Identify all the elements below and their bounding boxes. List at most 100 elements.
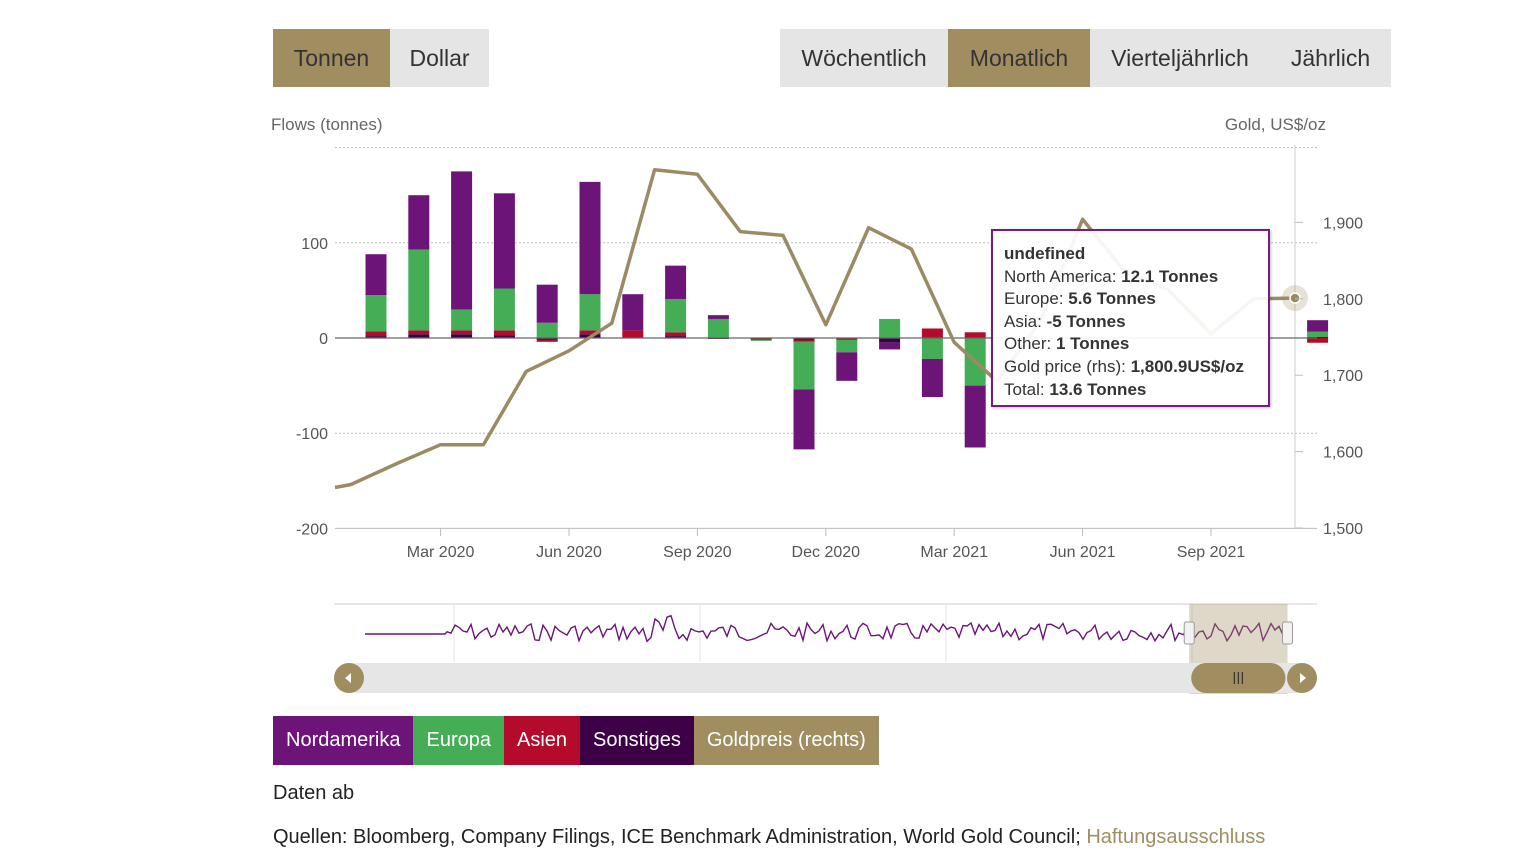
x-tick-label: Sep 2021 <box>1177 544 1246 561</box>
x-tick-label: Mar 2020 <box>407 544 475 561</box>
legend-item-gold-price[interactable]: Goldpreis (rechts) <box>693 716 879 765</box>
bar-segment[interactable] <box>921 328 943 338</box>
bar-segment[interactable] <box>665 332 687 337</box>
right-axis-ticks: 1,900 1,800 1,700 1,600 1,500 <box>1295 215 1363 538</box>
bar-segment[interactable] <box>793 389 815 450</box>
arrow-left-icon <box>345 673 351 683</box>
bar-segment[interactable] <box>408 195 430 250</box>
bar-segment[interactable] <box>879 338 901 343</box>
bar-segment[interactable] <box>579 330 601 335</box>
bar-segment[interactable] <box>365 336 387 338</box>
bar-segment[interactable] <box>493 330 515 336</box>
bar-segment[interactable] <box>622 330 644 338</box>
legend-item-north-america[interactable]: Nordamerika <box>273 716 414 765</box>
sources-text: Quellen: Bloomberg, Company Filings, ICE… <box>273 826 1087 848</box>
bar-segment[interactable] <box>408 249 430 331</box>
left-tick-label: -100 <box>296 426 328 443</box>
weekly-button[interactable]: Wöchentlich <box>780 29 948 87</box>
legend-item-europe[interactable]: Europa <box>413 716 504 765</box>
bar-segment[interactable] <box>665 336 687 338</box>
x-axis-ticks: Mar 2020 Jun 2020 Sep 2020 Dec 2020 Mar 2021… <box>407 528 1246 561</box>
monthly-button[interactable]: Monatlich <box>948 29 1090 87</box>
bar-segment[interactable] <box>964 332 986 338</box>
navigator-grid <box>453 604 1193 662</box>
quarterly-button[interactable]: Vierteljährlich <box>1090 29 1270 87</box>
bar-segment[interactable] <box>365 254 387 296</box>
yearly-button[interactable]: Jährlich <box>1270 29 1391 87</box>
bar-segment[interactable] <box>493 335 515 338</box>
x-tick-label: Mar 2021 <box>920 544 988 561</box>
grip-icon <box>1233 672 1243 684</box>
x-tick-label: Jun 2021 <box>1050 544 1116 561</box>
bar-segment[interactable] <box>451 330 473 335</box>
right-tick-label: 1,900 <box>1323 215 1363 232</box>
bar-segment[interactable] <box>493 288 515 331</box>
right-tick-label: 1,500 <box>1323 521 1363 538</box>
bar-segment[interactable] <box>665 265 687 299</box>
navigator-series-line <box>365 614 1284 644</box>
bar-segment[interactable] <box>836 352 858 381</box>
legend-item-asia[interactable]: Asien <box>503 716 581 765</box>
arrow-right-icon <box>1300 673 1306 683</box>
bar-segment[interactable] <box>1307 331 1329 338</box>
bar-segment[interactable] <box>836 339 858 353</box>
bar-segment[interactable] <box>665 298 687 333</box>
tooltip-row: Gold price (rhs): 1,800.9US$/oz <box>1004 356 1244 376</box>
bar-segment[interactable] <box>921 338 943 359</box>
right-tick-label: 1,800 <box>1323 292 1363 309</box>
scrollbar-track[interactable] <box>334 663 1317 693</box>
tooltip-title: undefined <box>1004 244 1086 263</box>
bar-segment[interactable] <box>408 334 430 338</box>
left-axis-title: Flows (tonnes) <box>271 115 382 134</box>
bar-segment[interactable] <box>879 342 901 350</box>
x-tick-label: Dec 2020 <box>792 544 861 561</box>
highlight-point[interactable] <box>1282 285 1308 312</box>
right-tick-label: 1,700 <box>1323 368 1363 385</box>
bar-segment[interactable] <box>793 341 815 390</box>
range-navigator[interactable] <box>334 603 1317 694</box>
bar-segment[interactable] <box>451 309 473 331</box>
bar-segment[interactable] <box>365 331 387 337</box>
navigator-right-handle[interactable] <box>1282 621 1294 645</box>
bar-segment[interactable] <box>1307 338 1329 343</box>
bar-segment[interactable] <box>579 181 601 295</box>
legend-item-other[interactable]: Sonstiges <box>580 716 694 765</box>
bar-segment[interactable] <box>451 171 473 310</box>
bar-segment[interactable] <box>964 385 986 448</box>
bar-segment[interactable] <box>750 339 772 341</box>
bar-segment[interactable] <box>579 294 601 331</box>
bar-segment[interactable] <box>836 338 858 340</box>
bar-segment[interactable] <box>408 330 430 335</box>
bar-segment[interactable] <box>536 338 558 340</box>
bar-segment[interactable] <box>921 358 943 398</box>
left-tick-label: 0 <box>319 331 328 348</box>
chart-tooltip: undefined North America: 12.1 Tonnes Eur… <box>991 229 1270 407</box>
tooltip-row: Other: 1 Tonnes <box>1004 334 1130 354</box>
highlight-marker[interactable] <box>1289 292 1301 304</box>
x-tick-label: Sep 2020 <box>663 544 732 561</box>
bar-segment[interactable] <box>365 295 387 332</box>
right-axis-title: Gold, US$/oz <box>1225 115 1326 134</box>
bar-segment[interactable] <box>879 318 901 338</box>
bar-segment[interactable] <box>493 193 515 289</box>
bar-segment[interactable] <box>793 339 815 342</box>
dollar-button[interactable]: Dollar <box>390 29 489 87</box>
unit-toggle: Tonnen Dollar <box>273 29 489 87</box>
bar-segment[interactable] <box>707 318 729 338</box>
gold-flows-chart: 100 0 -100 -200 1,900 1,800 1,700 1,600 1,500 M… <box>271 115 1363 694</box>
bar-segment[interactable] <box>536 339 558 342</box>
bar-segment[interactable] <box>750 338 772 340</box>
bar-segment[interactable] <box>793 338 815 340</box>
disclaimer-link[interactable]: Haftungsausschluss <box>1086 826 1266 848</box>
left-tick-label: -200 <box>296 521 328 538</box>
bar-segment[interactable] <box>451 334 473 338</box>
bar-segment[interactable] <box>1307 320 1329 332</box>
bar-segment[interactable] <box>622 294 644 331</box>
tooltip-row: North America: 12.1 Tonnes <box>1004 266 1219 286</box>
tonnes-button[interactable]: Tonnen <box>273 29 390 87</box>
navigator-left-handle[interactable] <box>1183 621 1195 645</box>
bar-segment[interactable] <box>536 322 558 338</box>
bar-segment[interactable] <box>1307 337 1329 338</box>
bar-segment[interactable] <box>536 284 558 323</box>
bar-segment[interactable] <box>707 315 729 319</box>
